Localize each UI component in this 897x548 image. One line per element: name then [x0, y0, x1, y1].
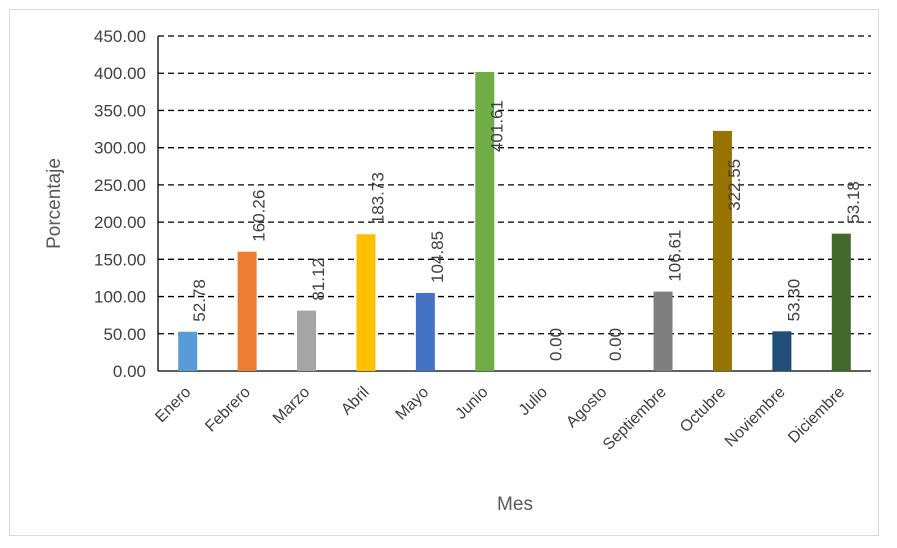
x-axis-title: Mes [497, 494, 533, 515]
data-label: 53.18 [844, 181, 863, 224]
data-label: 0.00 [547, 328, 566, 361]
bar-diciembre [831, 233, 851, 371]
y-tick-label: 450.00 [94, 27, 146, 46]
bar-marzo [297, 310, 317, 371]
x-tick-label: Mayo [393, 384, 433, 424]
bar-enero [178, 331, 198, 371]
y-tick-label: 50.00 [103, 325, 146, 344]
y-axis-title: Porcentaje [44, 158, 65, 249]
data-label: 104.85 [428, 231, 447, 283]
data-label: 106.61 [666, 230, 685, 282]
data-label: 401.61 [487, 100, 506, 152]
y-tick-label: 400.00 [94, 64, 146, 83]
x-tick-label: Marzo [270, 384, 314, 428]
data-label: 81.12 [309, 258, 328, 301]
x-tick-label: Enero [152, 384, 194, 426]
x-tick-label: Junio [453, 384, 492, 423]
y-tick-label: 150.00 [94, 250, 146, 269]
y-tick-label: 100.00 [94, 288, 146, 307]
data-label: 160.26 [250, 190, 269, 242]
x-tick-label: Agosto [563, 384, 610, 431]
x-tick-label: Febrero [202, 384, 254, 436]
data-label: 52.78 [190, 279, 209, 322]
bar-octubre [712, 130, 732, 371]
data-label: 322.55 [725, 159, 744, 211]
x-tick-label: Septiembre [600, 384, 670, 454]
bar-febrero [237, 251, 257, 371]
data-label: 53.30 [784, 279, 803, 322]
data-label: 0.00 [606, 328, 625, 361]
y-tick-label: 0.00 [113, 362, 146, 381]
x-tick-label: Octubre [677, 384, 729, 436]
x-tick-label: Noviembre [722, 384, 789, 451]
bar-noviembre [772, 331, 792, 371]
bar-junio [475, 72, 495, 371]
chart-frame [9, 9, 879, 536]
y-tick-label: 300.00 [94, 139, 146, 158]
x-tick-label: Abril [338, 384, 373, 419]
bar-abril [356, 234, 376, 371]
y-tick-label: 250.00 [94, 176, 146, 195]
bar-septiembre [653, 291, 673, 371]
data-label: 183.73 [368, 172, 387, 224]
bar-mayo [415, 292, 435, 371]
x-tick-label: Julio [516, 384, 551, 419]
x-tick-label: Diciembre [785, 384, 848, 447]
y-tick-label: 200.00 [94, 213, 146, 232]
y-tick-label: 350.00 [94, 101, 146, 120]
